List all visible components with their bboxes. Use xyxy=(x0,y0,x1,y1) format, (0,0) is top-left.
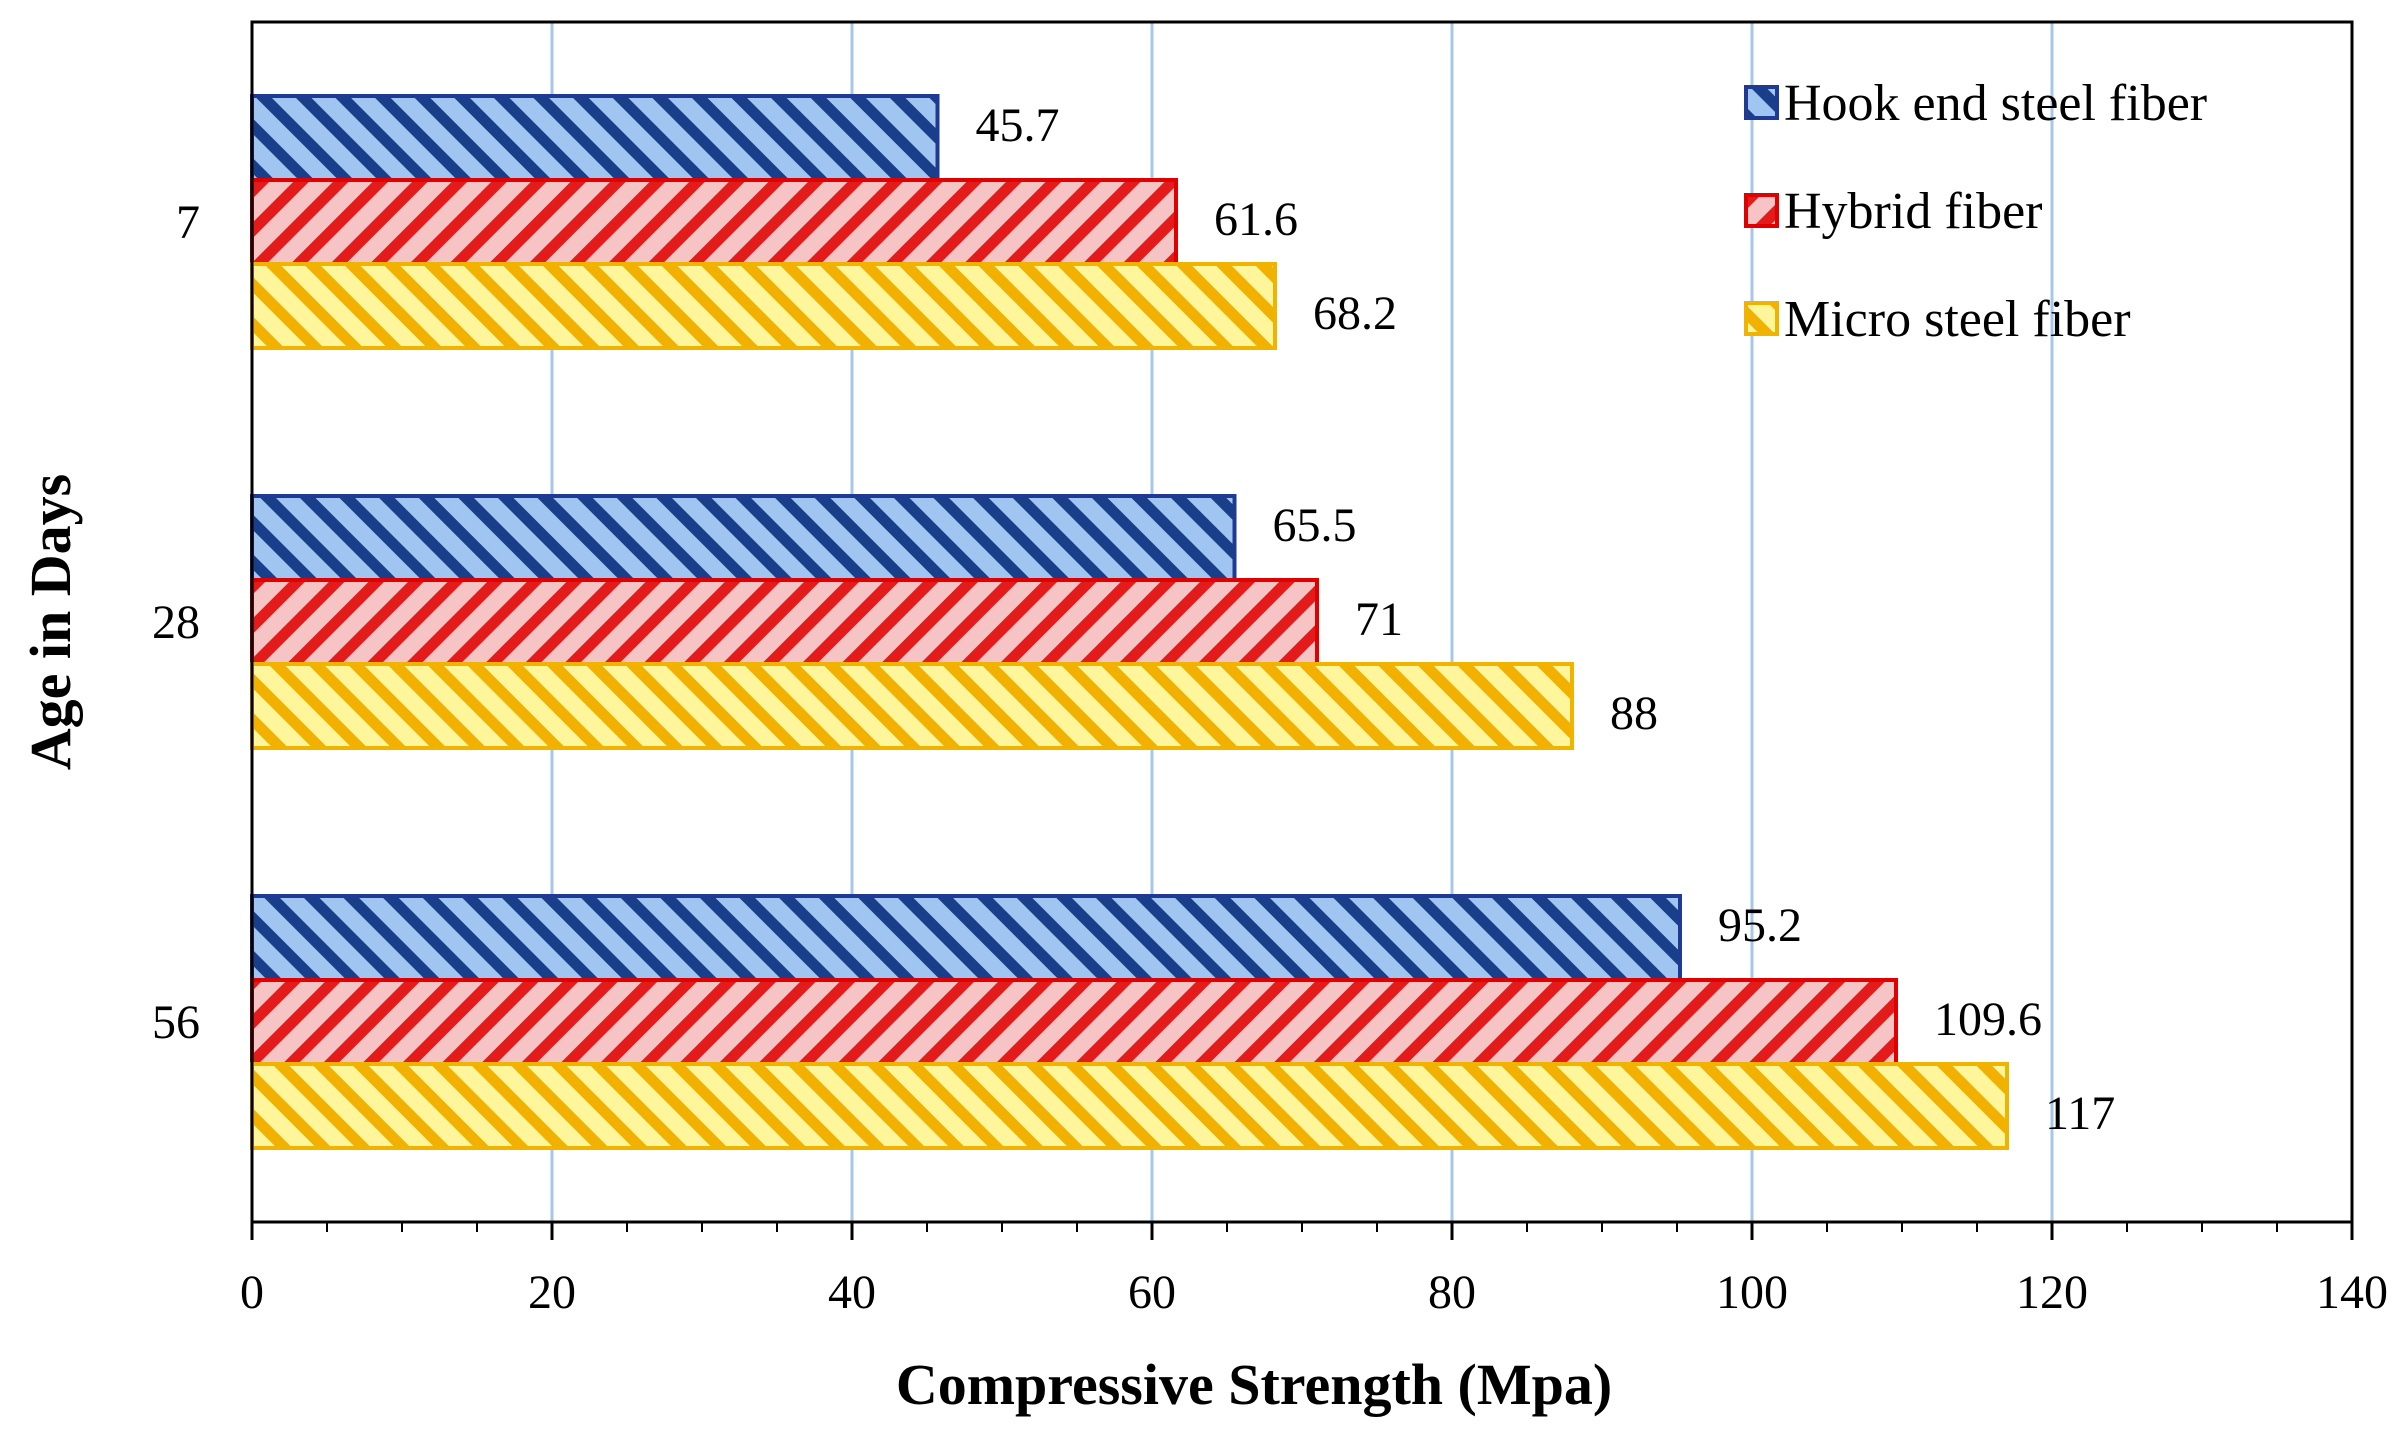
category-label: 28 xyxy=(152,596,200,649)
data-label: 109.6 xyxy=(1934,993,2042,1046)
legend: Hook end steel fiber Hybrid fiber Micro st… xyxy=(1744,75,2207,348)
x-tick-label: 100 xyxy=(1716,1266,1788,1319)
bar xyxy=(250,262,1277,350)
legend-item: Micro steel fiber xyxy=(1744,291,2131,348)
bar xyxy=(250,1062,2009,1150)
legend-item: Hook end steel fiber xyxy=(1744,75,2207,132)
y-axis-title: Age in Days xyxy=(18,474,83,770)
legend-item: Hybrid fiber xyxy=(1744,183,2042,240)
legend-label: Hook end steel fiber xyxy=(1784,75,2207,132)
legend-swatch xyxy=(1744,85,1779,120)
data-label: 65.5 xyxy=(1273,499,1357,552)
axis-layer: 0 20 40 60 80 100 120 140 xyxy=(240,1222,2388,1319)
data-label: 117 xyxy=(2045,1087,2115,1140)
x-axis-title: Compressive Strength (Mpa) xyxy=(896,1352,1612,1417)
legend-swatch xyxy=(1744,193,1779,228)
x-tick-label: 0 xyxy=(240,1266,264,1319)
x-tick-label: 80 xyxy=(1428,1266,1476,1319)
legend-label: Hybrid fiber xyxy=(1784,183,2042,240)
x-tick-label: 40 xyxy=(828,1266,876,1319)
data-label: 88 xyxy=(1610,687,1658,740)
bar-layer xyxy=(250,94,2009,1150)
x-tick-label: 20 xyxy=(528,1266,576,1319)
category-label: 56 xyxy=(152,996,200,1049)
bar xyxy=(250,894,1682,982)
bar xyxy=(250,978,1898,1066)
bar xyxy=(250,94,940,182)
x-tick-label: 140 xyxy=(2316,1266,2388,1319)
data-label: 45.7 xyxy=(976,99,1060,152)
bar xyxy=(250,662,1574,750)
bar xyxy=(250,178,1178,266)
data-label: 71 xyxy=(1355,593,1403,646)
legend-label: Micro steel fiber xyxy=(1784,291,2131,348)
data-label: 95.2 xyxy=(1718,899,1802,952)
x-tick-label: 60 xyxy=(1128,1266,1176,1319)
data-label: 61.6 xyxy=(1214,193,1298,246)
bar xyxy=(250,578,1319,666)
x-tick-label: 120 xyxy=(2016,1266,2088,1319)
category-label: 7 xyxy=(176,196,200,249)
legend-swatch xyxy=(1744,301,1779,336)
bar xyxy=(250,494,1237,582)
data-label: 68.2 xyxy=(1313,287,1397,340)
